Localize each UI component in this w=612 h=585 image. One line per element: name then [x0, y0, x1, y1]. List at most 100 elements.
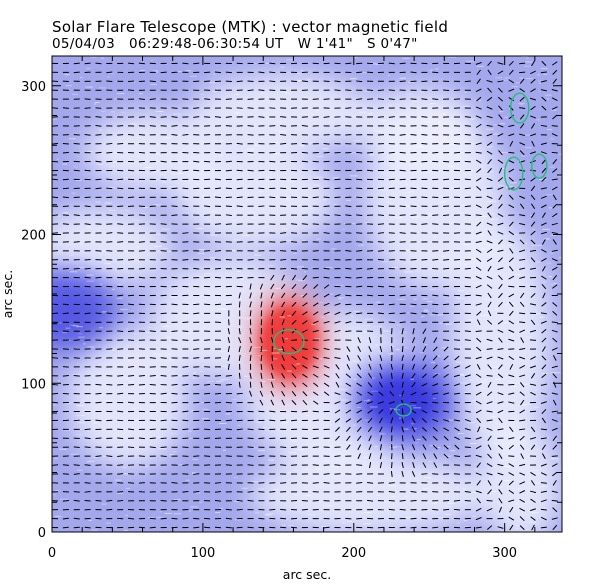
vector-mark — [271, 319, 274, 326]
vector-mark — [280, 517, 287, 520]
vector-mark — [540, 472, 547, 476]
vector-mark — [301, 125, 308, 127]
vector-mark — [312, 446, 319, 449]
speckle-grain — [521, 155, 526, 157]
vector-mark — [227, 354, 231, 361]
vector-mark — [475, 88, 482, 92]
vector-mark — [552, 213, 558, 218]
vector-mark — [95, 419, 102, 422]
vector-mark — [530, 373, 536, 379]
speckle-grain — [459, 382, 468, 384]
speckle-grain — [364, 419, 371, 421]
chart-title: Solar Flare Telescope (MTK) : vector mag… — [52, 18, 449, 36]
vector-mark — [106, 187, 113, 190]
polarity-core — [260, 307, 317, 376]
speckle-grain — [279, 410, 286, 412]
vector-mark — [508, 437, 515, 440]
vector-mark — [334, 89, 341, 92]
vector-mark — [464, 294, 471, 297]
vector-mark — [432, 401, 439, 404]
speckle-grain — [293, 364, 298, 366]
speckle-grain — [471, 258, 479, 260]
vector-mark — [443, 499, 450, 502]
speckle-grain — [146, 308, 150, 310]
vector-mark — [551, 61, 558, 66]
speckle-grain — [330, 248, 337, 250]
vector-mark — [106, 383, 113, 386]
vector-mark — [421, 473, 428, 475]
vector-mark — [401, 435, 404, 442]
speckle-grain — [70, 254, 74, 256]
vector-mark — [475, 231, 482, 235]
vector-mark — [117, 330, 124, 332]
speckle-grain — [524, 65, 532, 67]
vector-mark — [464, 410, 471, 413]
speckle-grain — [366, 340, 370, 342]
vector-mark — [334, 320, 341, 324]
vector-mark — [421, 98, 428, 100]
vector-mark — [225, 116, 232, 118]
speckle-grain — [530, 385, 534, 387]
vector-mark — [193, 401, 200, 404]
vector-mark — [193, 312, 200, 315]
vector-mark — [530, 78, 536, 84]
vector-mark — [345, 116, 352, 118]
vector-mark — [551, 463, 558, 467]
vector-mark — [171, 383, 178, 386]
speckle-grain — [422, 488, 430, 490]
vector-mark — [171, 178, 178, 181]
speckle-grain — [535, 389, 539, 391]
speckle-grain — [150, 84, 157, 86]
vector-mark — [411, 355, 416, 361]
vector-mark — [160, 419, 167, 422]
vector-mark — [476, 462, 481, 468]
speckle-grain — [424, 344, 428, 346]
vector-mark — [498, 275, 503, 281]
speckle-grain — [350, 315, 354, 317]
vector-mark — [399, 312, 406, 315]
vector-mark — [551, 178, 558, 181]
vector-mark — [345, 373, 351, 379]
vector-mark — [323, 284, 330, 289]
vector-mark — [377, 223, 384, 225]
vector-mark — [84, 169, 91, 172]
vector-mark — [356, 98, 363, 100]
vector-mark — [302, 364, 308, 369]
vector-mark — [475, 409, 482, 414]
speckle-grain — [255, 418, 259, 420]
speckle-grain — [86, 67, 91, 69]
vector-mark — [368, 354, 372, 361]
speckle-grain — [266, 176, 272, 178]
speckle-grain — [325, 266, 333, 268]
speckle-grain — [196, 492, 200, 494]
speckle-grain — [236, 271, 241, 273]
vector-mark — [443, 160, 450, 163]
vector-mark — [345, 517, 352, 520]
vector-mark — [551, 499, 558, 502]
speckle-grain — [412, 298, 417, 300]
vector-mark — [95, 62, 102, 65]
vector-mark — [551, 347, 558, 351]
speckle-grain — [66, 456, 70, 458]
vector-mark — [508, 329, 515, 333]
vector-mark — [432, 250, 439, 252]
vector-mark — [280, 455, 287, 457]
speckle-grain — [356, 406, 362, 408]
vector-mark — [84, 223, 91, 225]
speckle-grain — [263, 426, 267, 428]
vector-mark — [486, 96, 493, 102]
vector-mark — [260, 363, 263, 370]
vector-mark — [193, 383, 200, 386]
speckle-grain — [353, 378, 357, 380]
vector-mark — [399, 499, 406, 502]
speckle-grain — [102, 311, 107, 313]
speckle-grain — [124, 209, 130, 211]
speckle-grain — [518, 103, 526, 105]
vector-mark — [552, 114, 558, 120]
vector-mark — [390, 470, 393, 478]
vector-mark — [453, 232, 461, 234]
vector-mark — [498, 506, 503, 513]
vector-mark — [497, 80, 504, 83]
speckle-grain — [378, 325, 383, 327]
vector-mark — [182, 419, 189, 422]
